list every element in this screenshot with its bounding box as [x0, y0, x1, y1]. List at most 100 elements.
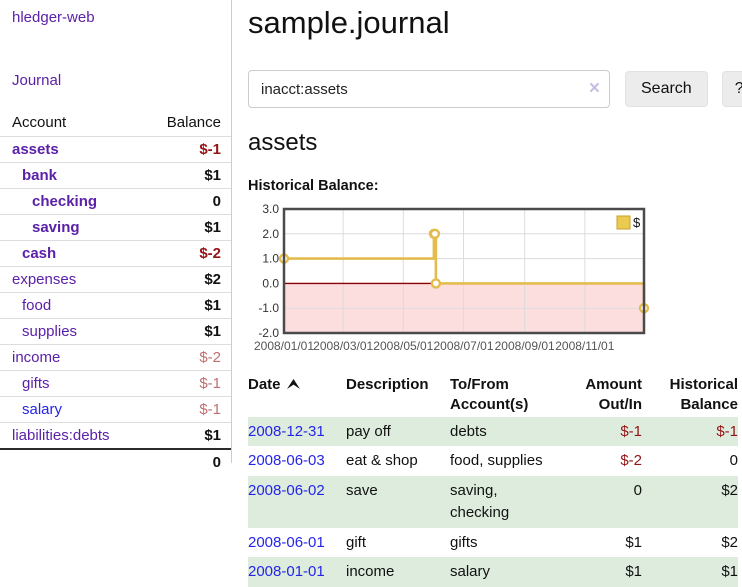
help-button[interactable]: ? — [721, 71, 742, 107]
x-axis-tick-label: 2008/11/01 — [555, 339, 614, 353]
account-link[interactable]: income — [12, 349, 61, 366]
account-row: food $1 — [0, 292, 231, 318]
account-row: expenses $2 — [0, 266, 231, 292]
transaction-row[interactable]: 2008-06-02 save saving, checking 0 $2 — [248, 476, 738, 528]
accounts-total-row: 0 — [0, 448, 231, 475]
transaction-description: income — [346, 563, 395, 581]
account-column-header: Account — [12, 114, 67, 131]
transaction-balance: 0 — [729, 452, 738, 470]
accounts-table: Account Balance assets $-1 bank $1 checking 0… — [0, 110, 231, 475]
accounts-total-value: 0 — [212, 454, 221, 471]
page-title: sample.journal — [248, 5, 450, 40]
transaction-amount: $1 — [625, 563, 642, 581]
transaction-amount: $-1 — [620, 422, 642, 440]
transaction-balance: $2 — [721, 482, 738, 500]
chart-data-point — [429, 228, 441, 239]
column-header-accounts: To/From Account(s) — [450, 376, 529, 413]
account-row: bank $1 — [0, 162, 231, 188]
legend-swatch — [616, 215, 631, 230]
x-axis-tick-label: 2008/03/01 — [313, 339, 373, 353]
sidebar: hledger-web Journal Account Balance asse… — [0, 0, 232, 471]
search-box: × — [248, 70, 610, 108]
account-row: assets $-1 — [0, 136, 231, 162]
column-header-amount: Amount Out/In — [585, 376, 642, 413]
x-axis-tick-label: 2008/07/01 — [433, 339, 493, 353]
account-balance: $-2 — [199, 245, 221, 262]
y-axis-tick-label: 3.0 — [262, 202, 279, 216]
account-row: income $-2 — [0, 344, 231, 370]
transaction-date-link[interactable]: 2008-06-01 — [248, 533, 325, 551]
balance-column-header: Balance — [166, 114, 221, 131]
sort-ascending-icon — [286, 379, 300, 389]
transactions-table: Date Description To/From Account(s) Amou… — [248, 373, 738, 587]
account-balance: $-2 — [199, 349, 221, 366]
column-header-description: Description — [346, 376, 429, 393]
transaction-row[interactable]: 2008-06-01 gift gifts $1 $2 — [248, 528, 738, 558]
transaction-date-link[interactable]: 2008-01-01 — [248, 563, 325, 581]
transaction-description: save — [346, 482, 378, 500]
account-row: checking 0 — [0, 188, 231, 214]
transaction-row[interactable]: 2008-12-31 pay off debts $-1 $-1 — [248, 416, 738, 447]
transaction-accounts: food, supplies — [450, 452, 543, 470]
search-form: × Search ? — [248, 70, 742, 108]
search-input[interactable] — [248, 70, 610, 108]
account-link[interactable]: supplies — [22, 323, 78, 340]
account-balance: $2 — [204, 271, 221, 288]
account-link[interactable]: expenses — [12, 271, 77, 288]
account-balance: $1 — [204, 219, 221, 236]
account-link[interactable]: bank — [22, 167, 58, 184]
account-row: salary $-1 — [0, 396, 231, 422]
column-header-balance: Historical Balance — [669, 376, 738, 413]
transaction-balance: $1 — [721, 563, 738, 581]
account-link[interactable]: food — [22, 297, 52, 314]
transaction-row[interactable]: 2008-01-01 income salary $1 $1 — [248, 557, 738, 587]
account-balance: $-1 — [199, 375, 221, 392]
account-balance: $1 — [204, 323, 221, 340]
transaction-accounts: saving, checking — [450, 482, 510, 521]
account-row: cash $-2 — [0, 240, 231, 266]
y-axis-tick-label: 1.0 — [262, 252, 279, 266]
transaction-description: gift — [346, 533, 367, 551]
transaction-description: eat & shop — [346, 452, 418, 470]
account-balance: 0 — [212, 193, 221, 210]
y-axis-tick-label: 2.0 — [262, 227, 279, 241]
account-link[interactable]: liabilities:debts — [12, 427, 110, 444]
transaction-date-link[interactable]: 2008-06-03 — [248, 452, 325, 470]
chart-data-point — [430, 278, 442, 289]
column-header-date[interactable]: Date — [248, 373, 346, 417]
account-row: saving $1 — [0, 214, 231, 240]
transaction-balance: $2 — [721, 533, 738, 551]
account-link[interactable]: cash — [22, 245, 57, 262]
transaction-accounts: gifts — [450, 533, 478, 551]
account-link[interactable]: checking — [32, 193, 98, 210]
sidebar-item-journal[interactable]: Journal — [12, 72, 62, 89]
clear-search-icon[interactable]: × — [588, 78, 600, 100]
x-axis-tick-label: 2008/01/01 — [254, 339, 314, 353]
account-balance: $-1 — [199, 141, 221, 158]
transaction-row[interactable]: 2008-06-03 eat & shop food, supplies $-2 0 — [248, 446, 738, 476]
account-link[interactable]: assets — [12, 141, 59, 158]
account-balance: $1 — [204, 427, 221, 444]
transaction-date-link[interactable]: 2008-12-31 — [248, 422, 325, 440]
y-axis-tick-label: -2.0 — [258, 326, 279, 340]
account-heading: assets — [248, 129, 318, 156]
y-axis-tick-label: 0.0 — [262, 276, 279, 290]
account-row: liabilities:debts $1 — [0, 422, 231, 448]
account-row: gifts $-1 — [0, 370, 231, 396]
y-axis-tick-label: -1.0 — [258, 301, 279, 315]
brand-link[interactable]: hledger-web — [12, 9, 95, 26]
chart-border — [282, 207, 646, 335]
transaction-amount: 0 — [633, 482, 642, 500]
account-balance: $1 — [204, 297, 221, 314]
accounts-table-header: Account Balance — [0, 110, 231, 136]
transaction-description: pay off — [346, 422, 391, 440]
account-link[interactable]: saving — [32, 219, 80, 236]
account-link[interactable]: gifts — [22, 375, 50, 392]
transaction-amount: $1 — [625, 533, 642, 551]
transaction-balance: $-1 — [716, 422, 738, 440]
transaction-date-link[interactable]: 2008-06-02 — [248, 482, 325, 500]
chart-title: Historical Balance: — [248, 178, 379, 194]
search-button[interactable]: Search — [625, 71, 708, 107]
legend-label: $ — [633, 215, 641, 230]
account-link[interactable]: salary — [22, 401, 63, 418]
